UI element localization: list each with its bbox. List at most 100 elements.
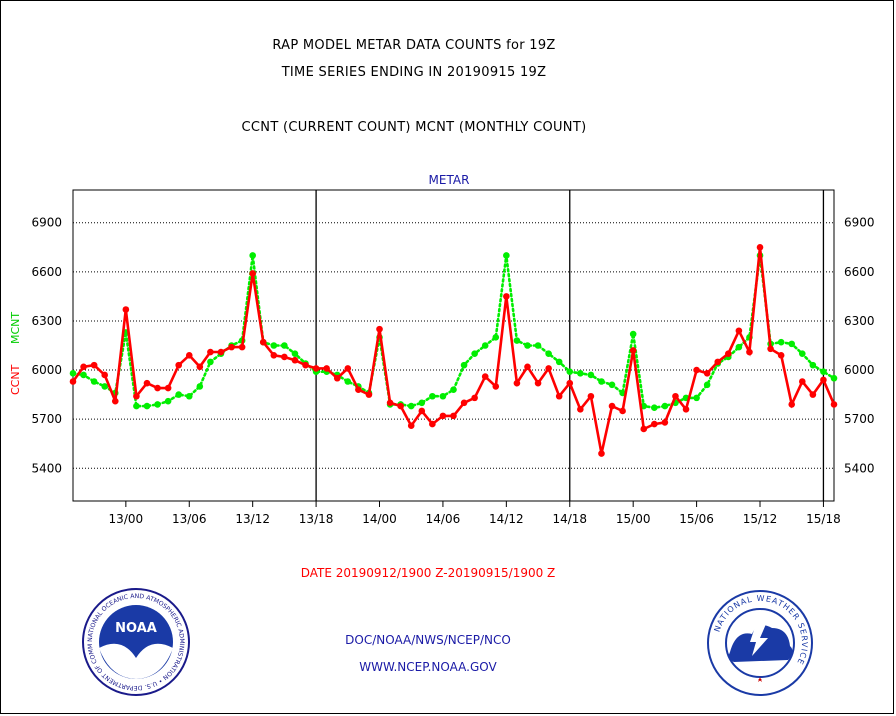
- point-ccnt-21: [90, 361, 98, 369]
- point-ccnt-69: [598, 450, 605, 457]
- y-tick-label-left-6300: 6300: [31, 314, 62, 328]
- plot-border: [72, 189, 835, 502]
- point-ccnt-36: [249, 270, 256, 277]
- ylabel-mcnt: MCNT: [9, 312, 22, 344]
- point-ccnt-28: [164, 384, 172, 392]
- point-mcnt-75: [661, 402, 669, 410]
- x-tick-label-13-12: 13/12: [235, 512, 270, 526]
- point-ccnt-27: [154, 384, 161, 392]
- point-ccnt-52: [418, 407, 426, 415]
- svg-text:NOAA: NOAA: [115, 621, 157, 636]
- point-mcnt-82: [735, 343, 743, 351]
- point-mcnt-38: [270, 342, 278, 349]
- point-ccnt-74: [651, 420, 658, 428]
- point-ccnt-72: [629, 347, 637, 354]
- x-tick-label-14-06: 14/06: [426, 512, 461, 526]
- point-mcnt-67: [577, 370, 584, 377]
- date-range-label: DATE 20190912/1900 Z-20190915/1900 Z: [300, 566, 556, 580]
- point-ccnt-31: [196, 363, 204, 371]
- point-mcnt-22: [101, 383, 109, 390]
- point-ccnt-39: [281, 353, 288, 361]
- point-mcnt-87: [788, 340, 796, 348]
- series-ccnt: [69, 243, 838, 457]
- point-mcnt-78: [693, 394, 700, 402]
- point-mcnt-55: [450, 386, 457, 393]
- point-mcnt-27: [154, 401, 161, 408]
- point-ccnt-35: [238, 343, 246, 351]
- point-mcnt-72: [629, 330, 637, 338]
- point-ccnt-86: [777, 352, 785, 359]
- point-mcnt-58: [481, 342, 489, 349]
- point-ccnt-55: [450, 412, 457, 420]
- point-mcnt-70: [608, 381, 616, 389]
- series-layer: [69, 243, 838, 457]
- point-mcnt-25: [133, 402, 140, 410]
- y-tick-label-left-5400: 5400: [31, 461, 62, 475]
- point-mcnt-26: [143, 402, 151, 410]
- point-ccnt-90: [820, 376, 827, 384]
- point-mcnt-86: [777, 338, 785, 346]
- point-ccnt-47: [365, 391, 373, 398]
- series-line-ccnt: [71, 247, 836, 454]
- point-mcnt-45: [344, 378, 352, 385]
- series-line-mcnt: [71, 255, 836, 410]
- nws-logo: NATIONAL WEATHER SERVICE: [707, 590, 813, 696]
- point-mcnt-63: [534, 342, 542, 349]
- point-ccnt-53: [429, 420, 436, 428]
- point-ccnt-58: [481, 373, 489, 380]
- credit-line-1: DOC/NOAA/NWS/NCEP/NCO: [345, 633, 511, 647]
- point-ccnt-50: [397, 402, 404, 410]
- point-ccnt-87: [788, 401, 796, 408]
- point-mcnt-19: [69, 370, 77, 377]
- point-ccnt-80: [714, 358, 722, 366]
- point-ccnt-61: [513, 379, 521, 387]
- point-ccnt-42: [312, 365, 320, 372]
- x-tick-label-13-06: 13/06: [172, 512, 207, 526]
- point-ccnt-43: [323, 365, 330, 372]
- x-tick-label-15-12: 15/12: [743, 512, 778, 526]
- point-ccnt-20: [80, 363, 87, 371]
- point-ccnt-67: [577, 406, 584, 413]
- point-mcnt-89: [809, 361, 817, 369]
- point-mcnt-40: [291, 350, 299, 357]
- chart-title-line-1: RAP MODEL METAR DATA COUNTS for 19Z: [272, 38, 556, 53]
- point-ccnt-33: [217, 348, 225, 356]
- point-ccnt-56: [460, 399, 468, 407]
- point-mcnt-64: [545, 350, 552, 357]
- point-ccnt-46: [355, 386, 362, 393]
- point-ccnt-60: [503, 293, 510, 300]
- point-mcnt-39: [281, 342, 288, 349]
- point-ccnt-62: [524, 363, 531, 371]
- point-ccnt-34: [228, 343, 235, 351]
- point-mcnt-21: [90, 378, 98, 385]
- point-ccnt-68: [587, 392, 595, 400]
- point-mcnt-32: [207, 358, 214, 366]
- y-tick-label-right-5400: 5400: [844, 461, 875, 475]
- point-mcnt-29: [175, 391, 182, 398]
- point-ccnt-76: [672, 392, 679, 400]
- x-tick-label-15-06: 15/06: [679, 512, 714, 526]
- point-ccnt-59: [492, 383, 500, 390]
- point-ccnt-30: [185, 352, 193, 359]
- y-tick-label-left-5700: 5700: [31, 412, 62, 426]
- point-mcnt-36: [249, 252, 256, 259]
- ylabel-ccnt: CCNT: [9, 364, 22, 395]
- point-mcnt-79: [703, 381, 711, 389]
- point-ccnt-32: [207, 348, 214, 356]
- point-ccnt-54: [439, 412, 447, 420]
- point-ccnt-82: [735, 327, 743, 335]
- point-mcnt-51: [407, 402, 415, 410]
- point-ccnt-26: [143, 379, 151, 387]
- point-ccnt-63: [534, 379, 542, 387]
- x-tick-label-15-18: 15/18: [806, 512, 841, 526]
- point-ccnt-85: [767, 345, 774, 353]
- point-ccnt-89: [809, 391, 817, 398]
- point-mcnt-30: [185, 392, 193, 400]
- point-ccnt-83: [746, 348, 753, 356]
- point-ccnt-81: [725, 350, 732, 357]
- y-tick-label-left-6600: 6600: [31, 265, 62, 279]
- point-mcnt-68: [587, 371, 595, 379]
- point-ccnt-25: [133, 392, 140, 400]
- point-ccnt-71: [619, 407, 626, 415]
